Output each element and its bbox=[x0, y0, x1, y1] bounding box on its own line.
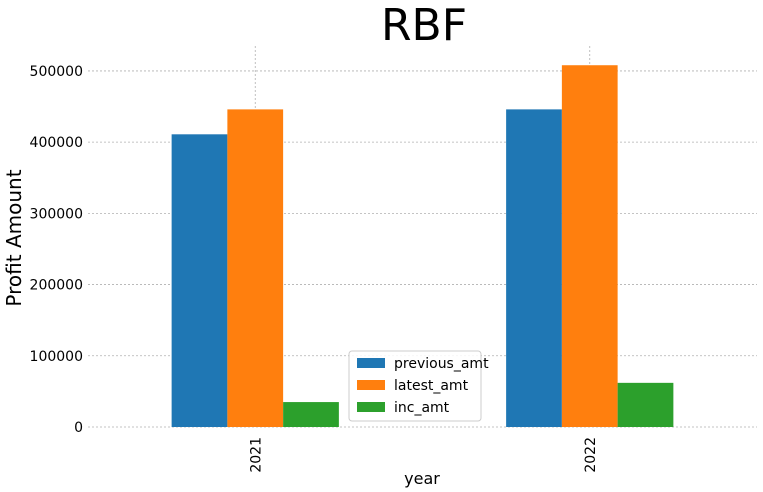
x-axis-ticks: 2021 2022 bbox=[248, 437, 599, 473]
x-tick-label: 2021 bbox=[248, 437, 264, 473]
bar-previous_amt bbox=[506, 109, 562, 427]
legend-label: inc_amt bbox=[394, 400, 450, 416]
x-tick-label: 2022 bbox=[583, 437, 599, 473]
y-tick-label: 300000 bbox=[30, 206, 83, 222]
y-tick-label: 400000 bbox=[30, 135, 83, 151]
y-axis-ticks: 0 100000 200000 300000 400000 500000 bbox=[30, 64, 83, 436]
legend-swatch-latest_amt bbox=[357, 380, 385, 390]
y-tick-label: 200000 bbox=[30, 278, 83, 294]
y-tick-label: 500000 bbox=[30, 64, 83, 80]
bars bbox=[171, 65, 674, 428]
legend-swatch-previous_amt bbox=[357, 358, 385, 368]
chart-title: RBF bbox=[381, 0, 467, 51]
bar-previous_amt bbox=[171, 134, 228, 427]
bar-inc_amt bbox=[617, 382, 674, 427]
legend-label: latest_amt bbox=[394, 378, 469, 394]
bar-latest_amt bbox=[227, 109, 284, 427]
y-axis-label: Profit Amount bbox=[2, 169, 26, 306]
legend-label: previous_amt bbox=[394, 356, 489, 372]
y-tick-label: 0 bbox=[74, 420, 83, 436]
x-axis-label: year bbox=[404, 469, 440, 488]
bar-inc_amt bbox=[283, 402, 339, 427]
legend: previous_amt latest_amt inc_amt bbox=[348, 350, 489, 422]
bar-latest_amt bbox=[561, 65, 618, 428]
legend-swatch-inc_amt bbox=[357, 402, 385, 412]
y-tick-label: 100000 bbox=[30, 349, 83, 365]
